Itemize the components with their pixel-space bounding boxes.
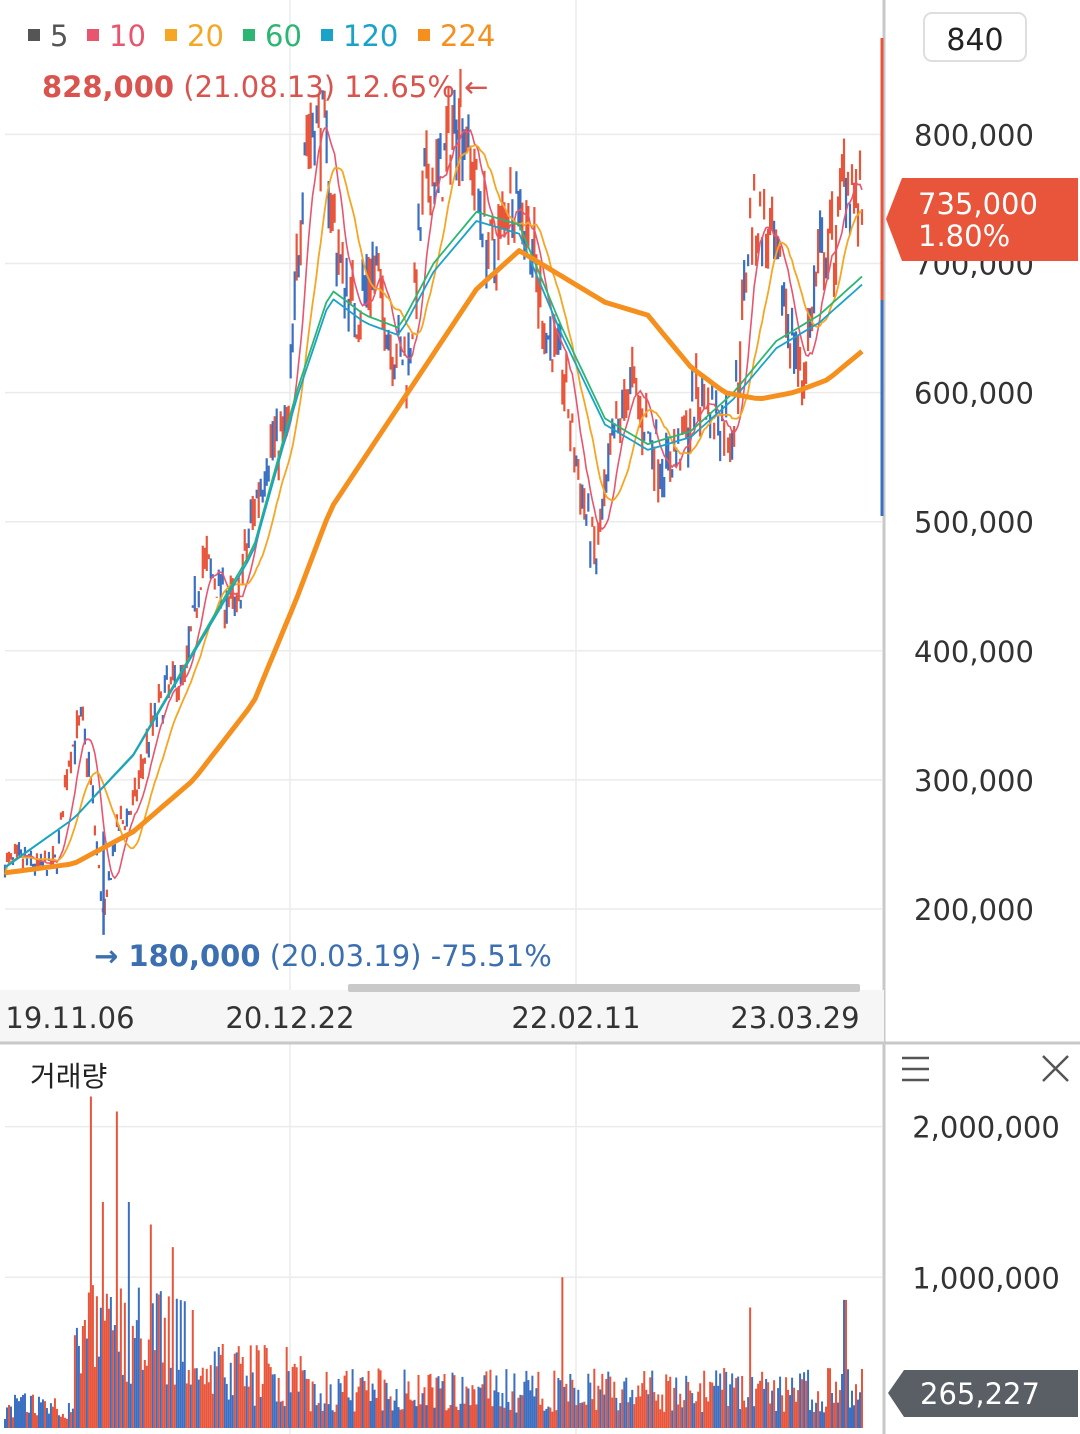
- current-price-badge: [886, 178, 1078, 261]
- y-axis-label: 200,000: [914, 893, 1034, 927]
- low-annotation-part: (20.03.19): [261, 939, 422, 973]
- legend-label[interactable]: 224: [440, 19, 495, 53]
- high-annotation-part: ←: [455, 70, 489, 104]
- y-axis-label: 600,000: [914, 377, 1034, 411]
- volume-y-label: 1,000,000: [912, 1261, 1060, 1295]
- low-annotation-part: →: [94, 939, 128, 973]
- legend-swatch: [28, 29, 40, 41]
- low-annotation: → 180,000 (20.03.19) -75.51%: [94, 939, 552, 973]
- price-series: [3, 68, 864, 935]
- x-axis-label: 20.12.22: [225, 1001, 354, 1035]
- legend-label[interactable]: 120: [343, 19, 398, 53]
- period-box[interactable]: [923, 12, 1027, 62]
- x-axis-label: 23.03.29: [730, 1001, 859, 1035]
- scrollbar[interactable]: [348, 984, 860, 992]
- x-axis-label: 22.02.11: [511, 1001, 640, 1035]
- x-axis-label: 19.11.06: [5, 1001, 134, 1035]
- volume-y-label: 2,000,000: [912, 1111, 1060, 1145]
- high-annotation-part: 828,000: [42, 70, 174, 104]
- hamburger-menu-icon[interactable]: [902, 1056, 929, 1082]
- ma60-line: [4, 210, 863, 869]
- legend-label[interactable]: 20: [187, 19, 224, 53]
- period-box-value: 840: [946, 23, 1003, 58]
- y-axis-label: 300,000: [914, 764, 1034, 798]
- ma120-line: [4, 220, 863, 868]
- volume-series: [4, 1096, 863, 1428]
- low-annotation-part: -75.51%: [422, 939, 552, 973]
- legend-swatch: [87, 29, 99, 41]
- legend-label[interactable]: 10: [109, 19, 146, 53]
- legend-label[interactable]: 60: [265, 19, 302, 53]
- legend-swatch: [321, 29, 333, 41]
- y-axis-label: 400,000: [914, 635, 1034, 669]
- current-change: 1.80%: [918, 219, 1010, 253]
- high-annotation-part: (21.08.13): [174, 70, 335, 104]
- legend-swatch: [418, 29, 430, 41]
- ma224-line: [4, 248, 864, 876]
- legend-swatch: [243, 29, 255, 41]
- volume-title: 거래량: [30, 1060, 107, 1093]
- high-annotation: 828,000 (21.08.13) 12.65% ←: [42, 70, 488, 104]
- legend-label[interactable]: 5: [50, 19, 68, 53]
- ma20-line: [4, 144, 863, 875]
- y-axis-label: 500,000: [914, 506, 1034, 540]
- x-axis-band: [0, 990, 884, 1042]
- low-annotation-part: 180,000: [128, 939, 260, 973]
- high-annotation-part: 12.65%: [335, 70, 455, 104]
- y-axis-label: 800,000: [914, 118, 1034, 152]
- close-icon[interactable]: [1042, 1055, 1069, 1082]
- legend-swatch: [165, 29, 177, 41]
- ma10-line: [4, 127, 863, 880]
- current-volume: 265,227: [920, 1377, 1040, 1411]
- current-price: 735,000: [918, 187, 1038, 221]
- current-volume-badge: [888, 1370, 1078, 1417]
